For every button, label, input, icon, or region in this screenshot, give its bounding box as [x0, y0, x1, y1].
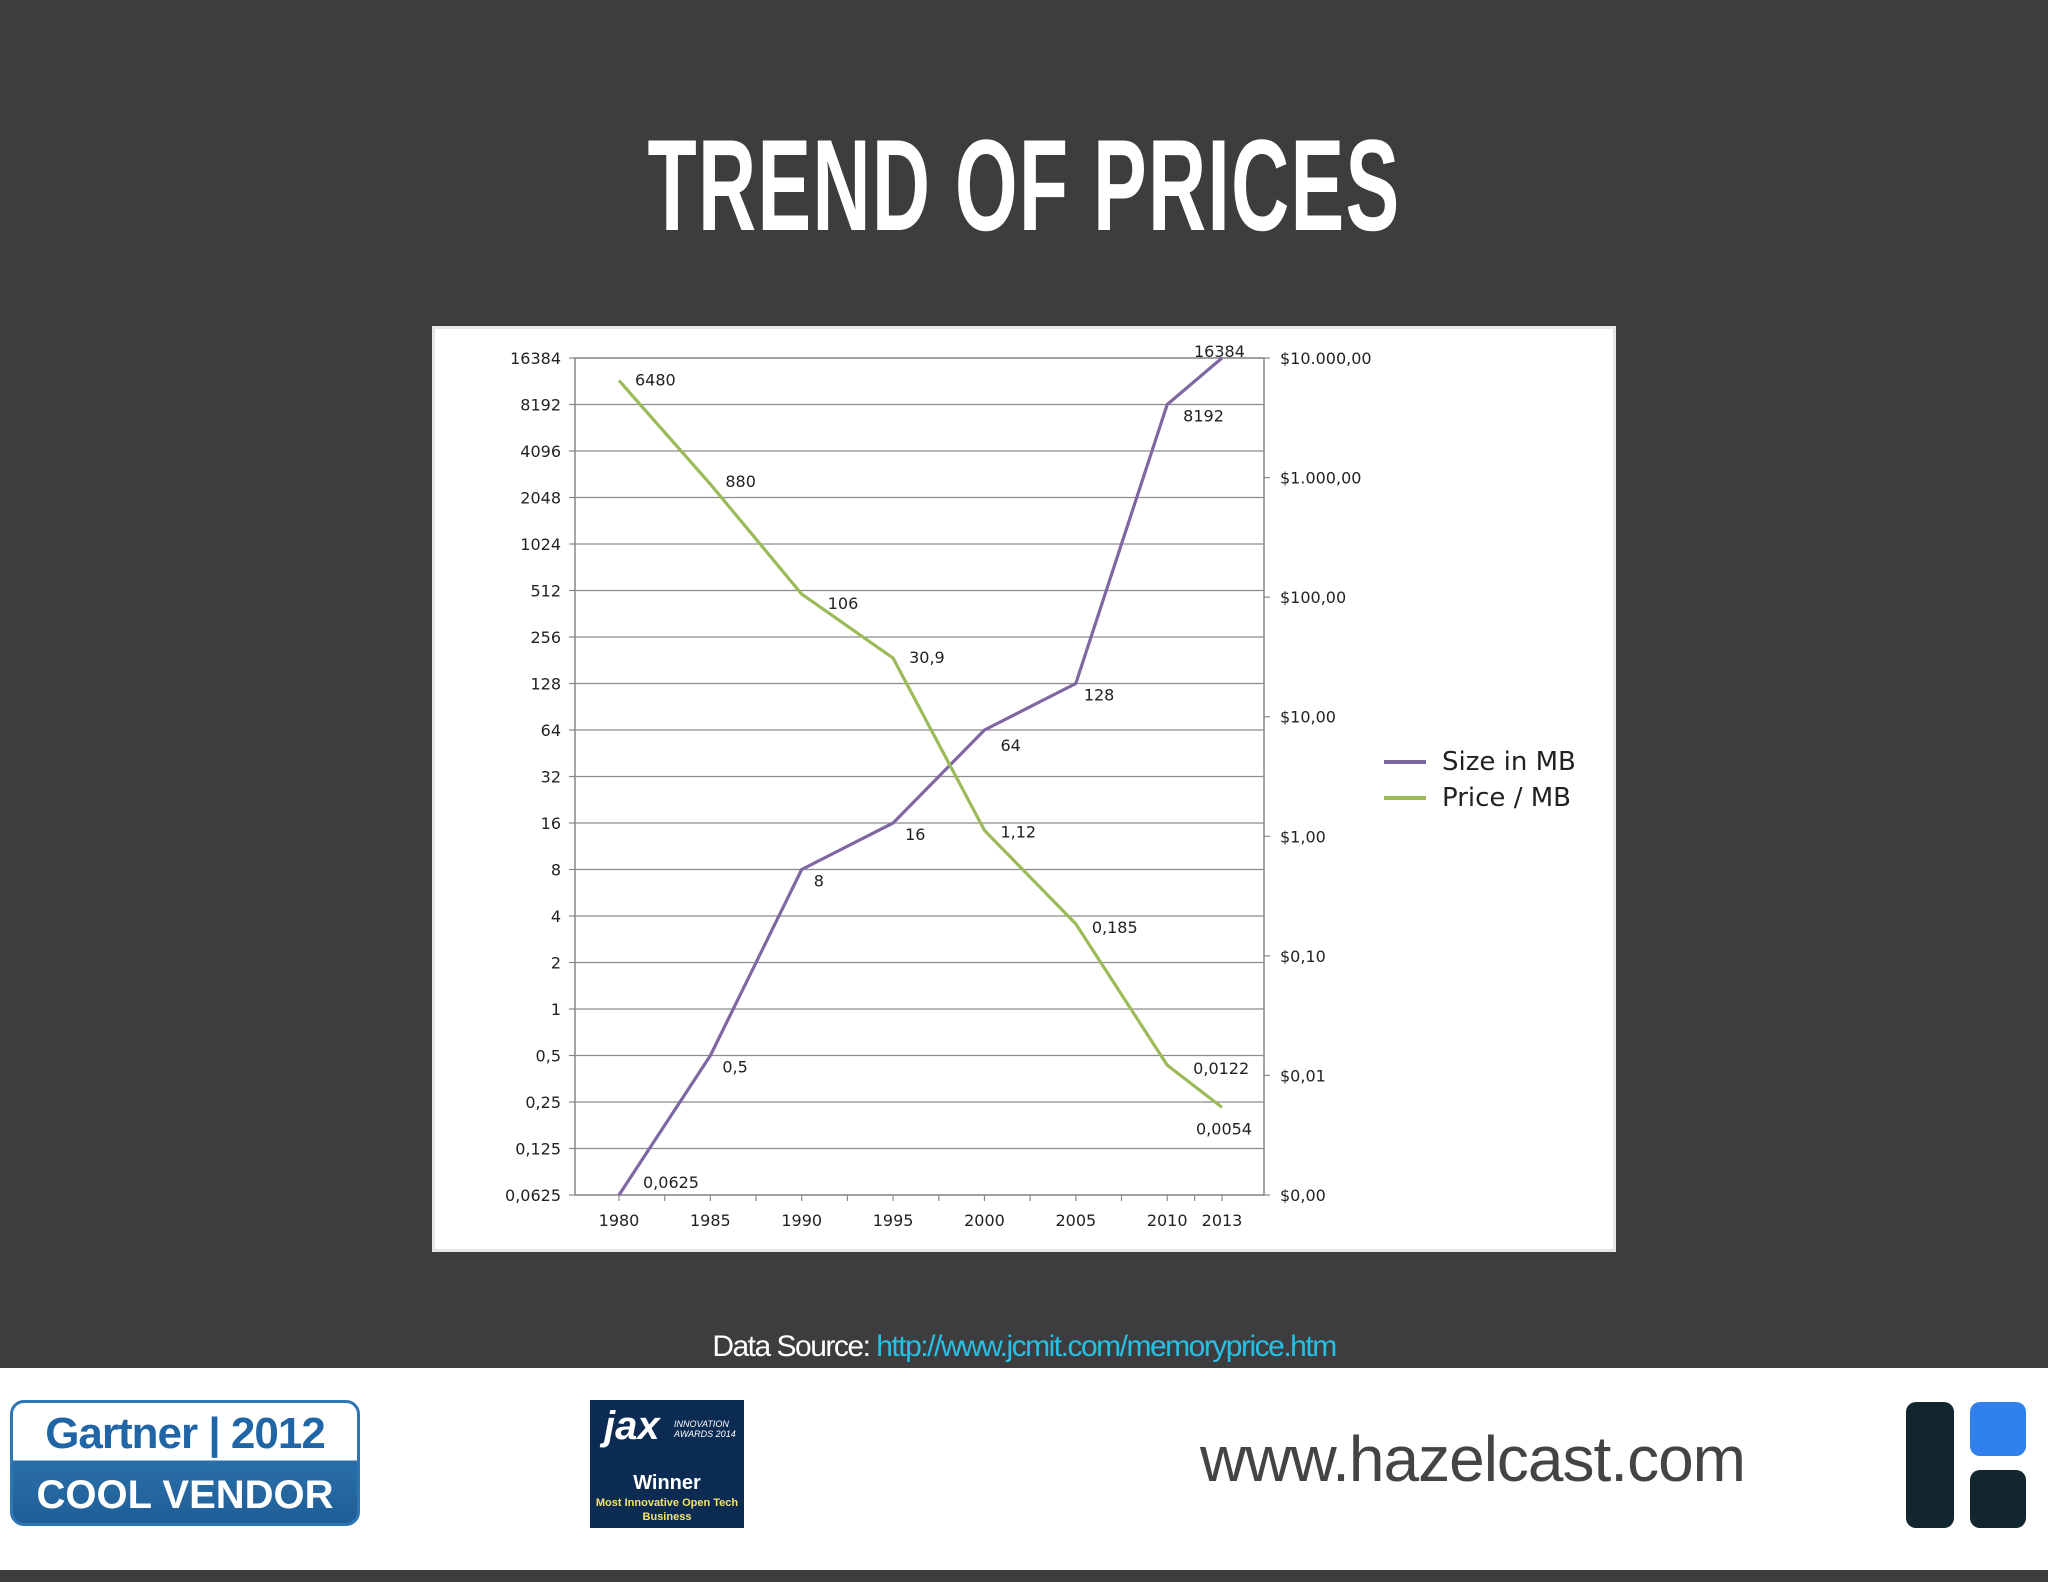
left-tick-label: 1024 [520, 535, 561, 554]
gartner-badge-top: Gartner | 2012 [45, 1409, 326, 1458]
left-tick-label: 8 [551, 861, 561, 880]
right-tick-label: $1,00 [1280, 827, 1326, 846]
data-label-price: 0,0122 [1193, 1059, 1249, 1078]
hazelcast-logo-left-bar [1906, 1402, 1954, 1528]
right-tick-label: $0,00 [1280, 1186, 1326, 1205]
line-chart: 16384 8192 4096 2048 1024 512 256 128 64 32 16 8 4 2 1… [505, 342, 1372, 1230]
x-tick-label: 2000 [964, 1211, 1005, 1230]
hazelcast-logo-bottom-block [1970, 1470, 2026, 1528]
hazelcast-logo-icon [1906, 1402, 2026, 1528]
slide-title: TREND OF PRICES [647, 112, 1401, 258]
right-tick-label: $10,00 [1280, 708, 1336, 727]
jax-award-description: Most Innovative Open Tech Business [595, 1497, 739, 1524]
series-line-price [617, 379, 1223, 1109]
left-tick-label: 4 [551, 907, 561, 926]
x-tick-label: 2013 [1202, 1211, 1243, 1230]
legend-item-size: Size in MB [1384, 744, 1576, 780]
data-source: Data Source: http://www.jcmit.com/memory… [0, 1330, 2048, 1364]
data-label-price: 106 [828, 594, 859, 613]
chart-panel: 16384 8192 4096 2048 1024 512 256 128 64 32 16 8 4 2 1… [432, 326, 1616, 1252]
data-label-price: 0,185 [1092, 918, 1138, 937]
chart-legend: Size in MB Price / MB [1384, 744, 1576, 816]
jax-award-subtitle: INNOVATION AWARDS 2014 [674, 1419, 736, 1439]
x-tick-label: 1995 [873, 1211, 914, 1230]
data-source-link[interactable]: http://www.jcmit.com/memoryprice.htm [876, 1330, 1337, 1363]
left-tick-label: 2 [551, 954, 561, 973]
footer-bottom-line [0, 1570, 2048, 1582]
left-tick-label: 0,125 [515, 1140, 561, 1159]
data-label-price: 30,9 [909, 648, 945, 667]
left-tick-label: 2048 [520, 489, 561, 508]
left-tick-label: 0,25 [525, 1093, 561, 1112]
data-label-size: 0,5 [722, 1058, 747, 1077]
x-tick-label: 1985 [690, 1211, 731, 1230]
gartner-badge-bottom: COOL VENDOR [36, 1473, 334, 1517]
right-tick-label: $10.000,00 [1280, 349, 1372, 368]
left-tick-label: 8192 [520, 396, 561, 415]
x-tick-label: 1990 [781, 1211, 822, 1230]
gartner-cool-vendor-badge: Gartner | 2012 COOL VENDOR [10, 1400, 360, 1526]
data-label-size: 0,0625 [643, 1173, 699, 1192]
left-tick-label: 1 [551, 1000, 561, 1019]
data-label-price: 880 [725, 472, 756, 491]
left-tick-label: 0,5 [536, 1047, 561, 1066]
data-label-size: 8 [814, 872, 824, 891]
data-label-size: 128 [1084, 686, 1115, 705]
footer-bar: Gartner | 2012 COOL VENDOR jax INNOVATIO… [0, 1368, 2048, 1570]
data-source-label: Data Source: [712, 1330, 877, 1363]
right-tick-label: $100,00 [1280, 588, 1346, 607]
data-label-size: 8192 [1183, 407, 1224, 426]
jax-award-badge: jax INNOVATION AWARDS 2014 Winner Most I… [590, 1400, 744, 1528]
legend-swatch-price [1384, 796, 1426, 800]
left-tick-label: 64 [541, 721, 561, 740]
legend-swatch-size [1384, 760, 1426, 764]
data-label-price: 1,12 [1000, 822, 1036, 841]
x-tick-label: 2010 [1147, 1211, 1188, 1230]
legend-label-price: Price / MB [1442, 783, 1571, 813]
left-tick-label: 16384 [510, 349, 561, 368]
left-tick-label: 32 [541, 768, 561, 787]
data-label-size: 16384 [1194, 342, 1245, 361]
left-tick-label: 16 [541, 814, 561, 833]
data-label-price: 0,0054 [1196, 1119, 1252, 1138]
jax-winner-label: Winner [633, 1472, 701, 1494]
data-label-price: 6480 [635, 371, 676, 390]
left-tick-label: 128 [530, 675, 561, 694]
right-tick-label: $0,10 [1280, 947, 1326, 966]
website-url[interactable]: www.hazelcast.com [1200, 1423, 1746, 1495]
right-tick-label: $1.000,00 [1280, 469, 1361, 488]
jax-logo: jax [604, 1404, 660, 1448]
x-tick-label: 2005 [1055, 1211, 1096, 1230]
legend-item-price: Price / MB [1384, 780, 1576, 816]
hazelcast-logo-top-block [1970, 1402, 2026, 1456]
left-tick-label: 4096 [520, 442, 561, 461]
x-tick-label: 1980 [599, 1211, 640, 1230]
series-line-size [617, 356, 1224, 1196]
data-label-size: 16 [905, 825, 925, 844]
left-tick-label: 0,0625 [505, 1186, 561, 1205]
left-tick-label: 512 [530, 582, 561, 601]
right-tick-label: $0,01 [1280, 1066, 1326, 1085]
legend-label-size: Size in MB [1442, 747, 1576, 777]
data-label-size: 64 [1000, 736, 1020, 755]
left-tick-label: 256 [530, 628, 561, 647]
